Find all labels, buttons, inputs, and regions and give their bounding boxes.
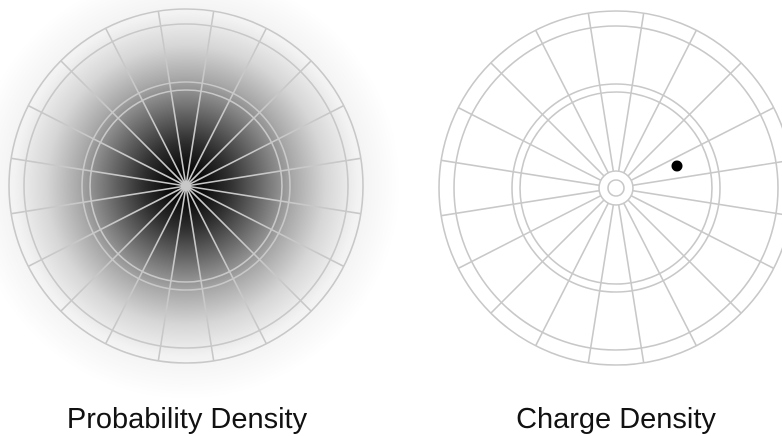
target-spoke — [27, 185, 187, 268]
target-ring — [453, 25, 779, 351]
target-spoke — [617, 13, 645, 172]
target-spoke — [185, 157, 361, 187]
target-spoke — [457, 195, 602, 270]
target-spoke — [185, 185, 361, 215]
target-spoke — [623, 202, 698, 347]
target-spoke — [185, 27, 268, 187]
target-spoke — [534, 29, 609, 174]
target-spoke — [185, 60, 312, 187]
target-spoke — [185, 185, 345, 268]
target-spoke — [630, 106, 775, 181]
probability-density-panel — [0, 0, 401, 400]
target-ring — [81, 81, 291, 291]
target-spoke — [185, 11, 215, 187]
target-spoke — [632, 160, 782, 187]
target-spoke — [60, 185, 187, 312]
target-spoke — [490, 199, 605, 314]
target-ring — [89, 89, 283, 283]
target-spoke — [441, 189, 600, 217]
target-spoke — [185, 185, 312, 312]
target-spoke — [632, 189, 782, 216]
target-spoke — [457, 106, 602, 181]
target-ring — [438, 10, 782, 366]
target-spoke — [104, 185, 187, 345]
target-spoke — [627, 62, 742, 177]
target-spoke — [534, 202, 609, 347]
target-spoke — [27, 104, 187, 187]
charge-density-panel — [438, 10, 782, 366]
target-spoke — [104, 27, 187, 187]
charge-particle — [671, 160, 683, 172]
target-spoke — [157, 11, 187, 187]
probability-density-caption: Probability Density — [66, 403, 308, 435]
target-ring — [607, 179, 625, 197]
target-spoke — [157, 185, 187, 361]
target-ring — [8, 8, 364, 364]
target-spoke — [587, 204, 615, 363]
target-spoke — [617, 204, 645, 363]
target-spoke — [587, 13, 615, 172]
target-spoke — [185, 185, 215, 361]
target-spoke — [623, 29, 698, 174]
target-spoke — [630, 195, 775, 270]
target-ring — [23, 23, 349, 349]
target-spoke — [441, 159, 600, 187]
target-spoke — [185, 185, 268, 345]
charge-density-target — [438, 10, 782, 366]
target-spoke — [490, 62, 605, 177]
target-spoke — [627, 199, 742, 314]
charge-density-caption: Charge Density — [516, 403, 716, 435]
target-spoke — [11, 157, 187, 187]
target-spoke — [185, 104, 345, 187]
target-spoke — [60, 60, 187, 187]
target-ring — [519, 91, 713, 285]
target-spoke — [11, 185, 187, 215]
target-ring — [511, 83, 721, 293]
probability-density-target — [8, 8, 364, 364]
target-ring — [598, 170, 634, 206]
